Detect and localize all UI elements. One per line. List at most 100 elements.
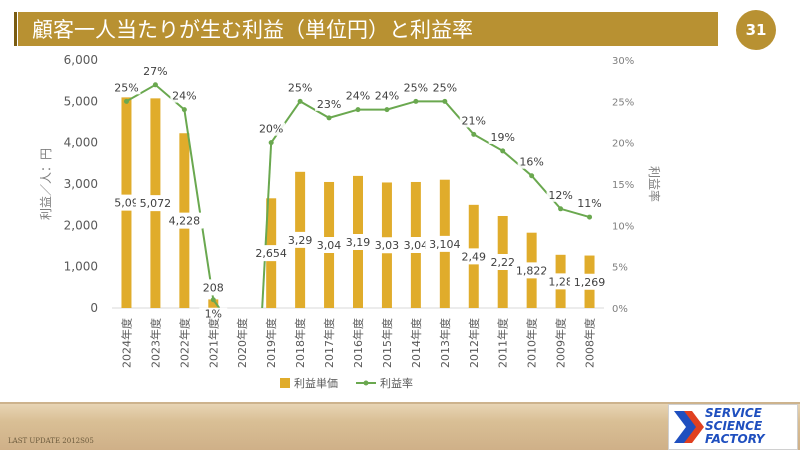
profit-rate-point: [355, 107, 361, 113]
floor-divider: [0, 402, 800, 404]
x-category-label: 2022年度: [177, 318, 191, 368]
line-label-box: [517, 155, 546, 169]
bar-data-label: 3,104: [429, 238, 461, 251]
profit-rate-point: [500, 148, 506, 154]
profit-chart: 0 1,000 2,000 3,000 4,000 5,000 6,000 0% 5% 10% 15…: [39, 53, 662, 390]
profit-rate-point: [326, 115, 332, 121]
x-category-label: 2019年度: [264, 318, 278, 368]
slide-title: 顧客一人当たりが生む利益（単位円）と利益率: [32, 18, 473, 42]
legend-line-marker: [363, 380, 369, 386]
x-category-label: 2015年度: [380, 318, 394, 368]
logo-line-3: FACTORY: [705, 432, 765, 446]
bar-data-label: 3,29: [288, 234, 313, 247]
line-label-box: [575, 197, 604, 211]
last-update-text: LAST UPDATE 2012S05: [8, 437, 94, 445]
bar-label-box: [313, 236, 346, 253]
y-left-tick-label: 5,000: [64, 94, 98, 108]
profit-rate-point: [152, 82, 158, 88]
logo-line-2: SCIENCE: [705, 419, 763, 433]
bar-label-box: [370, 237, 403, 254]
x-category-label: 2024年度: [119, 318, 133, 368]
bar-label-box: [512, 262, 552, 279]
y-left-axis-title: 利益／人：円: [39, 148, 53, 220]
bar-data-label: 4,228: [169, 215, 201, 228]
bar-label-box: [570, 273, 610, 290]
y-left-tick-label: 0: [90, 301, 98, 315]
line-data-label: 16%: [519, 156, 543, 169]
logo-mark-icon: [674, 411, 704, 443]
profit-rate-line: [125, 83, 215, 300]
bar-label-box: [110, 194, 143, 211]
y-right-tick-label: 20%: [612, 139, 634, 150]
line-data-label: 21%: [462, 114, 486, 127]
line-data-label: 25%: [433, 81, 457, 94]
x-category-label: 2011年度: [496, 318, 510, 368]
x-category-label: 2023年度: [148, 318, 162, 368]
line-data-label: 24%: [375, 90, 399, 103]
bar-data-label: 208: [203, 281, 224, 294]
x-category-label: 2012年度: [467, 318, 481, 368]
bar-label-box: [135, 195, 175, 212]
slide-header: 顧客一人当たりが生む利益（単位円）と利益率: [18, 12, 718, 46]
bar-data-label: 3,04: [317, 239, 342, 252]
line-label-box: [488, 130, 517, 144]
bar-data-label: 3,03: [375, 239, 400, 252]
profit-rate-point: [181, 107, 187, 113]
profit-bar: [208, 299, 219, 308]
bar-data-label: 1,269: [574, 276, 606, 289]
line-label-box: [286, 81, 315, 95]
x-category-label: 2018年度: [293, 318, 307, 368]
profit-rate-point: [558, 206, 564, 212]
line-data-label: 25%: [404, 81, 428, 94]
y-left-tick-label: 6,000: [64, 53, 98, 67]
line-label-box: [112, 81, 141, 95]
bar-label-box: [200, 279, 227, 296]
x-category-label: 2020年度: [235, 318, 249, 368]
bar-data-label: 2,49: [462, 250, 487, 263]
x-category-label: 2021年度: [206, 318, 220, 368]
profit-rate-point: [529, 173, 535, 179]
line-label-box: [401, 81, 430, 95]
line-data-label: 1%: [205, 308, 222, 321]
line-label-box: [141, 64, 170, 78]
legend-line-label: 利益率: [380, 376, 413, 390]
y-right-tick-label: 0%: [612, 304, 628, 315]
bar-label-box: [457, 248, 490, 265]
x-category-label: 2016年度: [351, 318, 365, 368]
line-label-box: [459, 114, 488, 128]
bar-data-label: 3,04: [404, 239, 429, 252]
bar-label-box: [425, 235, 465, 252]
line-data-label: 24%: [346, 90, 370, 103]
line-data-label: 20%: [259, 123, 283, 136]
profit-rate-point: [471, 131, 477, 137]
line-label-box: [199, 307, 228, 321]
line-data-label: 11%: [577, 197, 601, 210]
x-category-label: 2014年度: [409, 318, 423, 368]
line-label-box: [430, 81, 459, 95]
y-right-axis-title: 利益率: [647, 166, 662, 202]
bar-label-box: [164, 212, 204, 229]
profit-rate-line: [270, 100, 590, 219]
service-science-factory-logo: SERVICE SCIENCE FACTORY: [668, 404, 798, 450]
y-right-tick-label: 5%: [612, 263, 628, 274]
profit-rate-point: [413, 98, 419, 104]
bar-label-box: [544, 273, 577, 290]
bar-data-label: 5,072: [140, 197, 172, 210]
x-category-label: 2008年度: [583, 318, 597, 368]
line-data-label: 27%: [143, 65, 167, 78]
line-label-box: [170, 89, 199, 103]
profit-rate-point: [442, 98, 448, 104]
x-category-label: 2010年度: [525, 318, 539, 368]
bar-label-box: [399, 236, 432, 253]
bar-data-label: 3,19: [346, 236, 371, 249]
bar-label-box: [486, 253, 519, 270]
y-left-tick-label: 4,000: [64, 136, 98, 150]
header-edge-bar: [14, 12, 17, 46]
line-label-box: [315, 97, 344, 111]
x-category-label: 2013年度: [438, 318, 452, 368]
profit-rate-point: [587, 214, 593, 220]
line-data-label: 19%: [490, 131, 514, 144]
y-right-tick-label: 15%: [612, 180, 634, 191]
x-category-label: 2017年度: [322, 318, 336, 368]
x-category-label: 2009年度: [554, 318, 568, 368]
